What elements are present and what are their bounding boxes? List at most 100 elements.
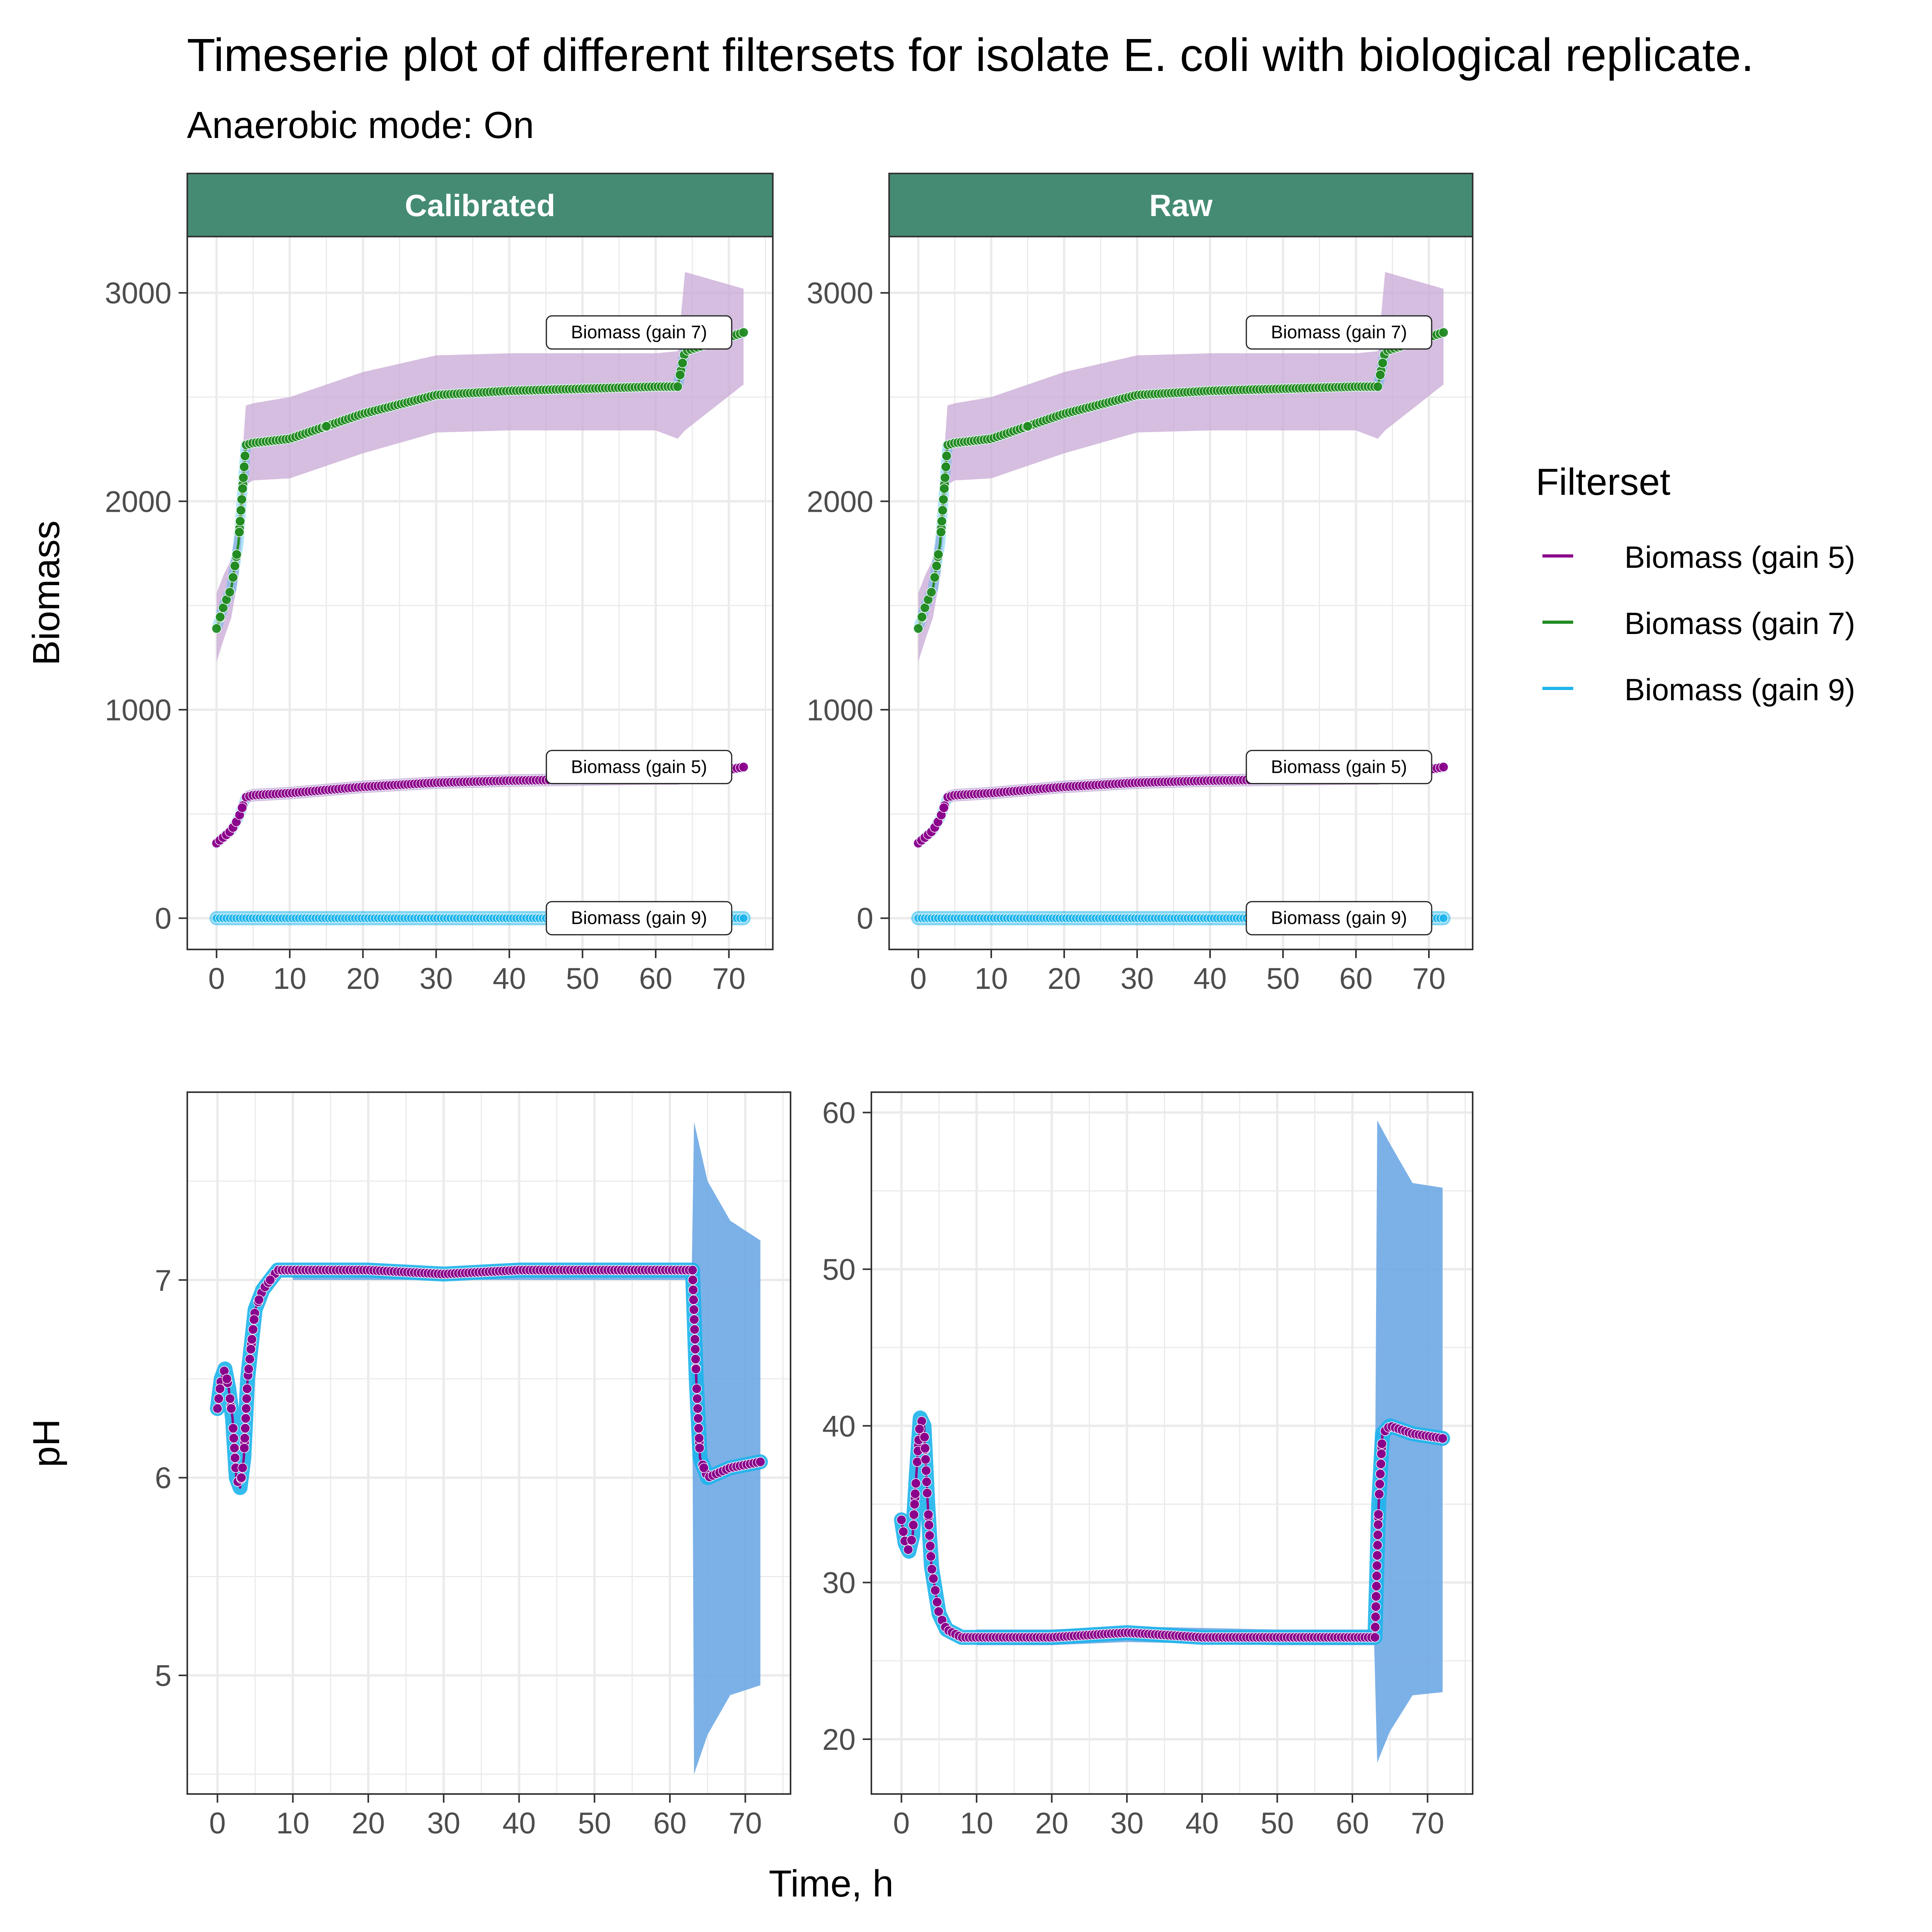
ci-band: [293, 1122, 761, 1774]
data-point: [917, 612, 927, 622]
end-label-text: Biomass (gain 7): [571, 322, 707, 342]
x-tick-label: 60: [639, 962, 673, 996]
end-label-text: Biomass (gain 7): [1271, 322, 1407, 342]
data-point: [231, 549, 242, 559]
x-tick-label: 10: [273, 962, 307, 996]
data-point: [739, 913, 748, 923]
series-biomass-gain-5-: Biomass (gain 5): [211, 750, 749, 849]
data-point: [687, 1265, 698, 1276]
data-point: [928, 1573, 939, 1584]
facet-strip-label: Calibrated: [405, 188, 555, 223]
y-tick-label: 40: [822, 1410, 856, 1443]
data-point: [237, 483, 248, 494]
end-label-text: Biomass (gain 9): [571, 908, 707, 928]
x-tick-label: 20: [1035, 1807, 1069, 1840]
data-point: [1376, 1449, 1387, 1459]
data-point: [911, 1478, 921, 1488]
data-point: [921, 1477, 932, 1487]
series-end-label: Biomass (gain 7): [1246, 315, 1432, 350]
end-label-box: [1246, 315, 1432, 350]
x-tick-label: 0: [910, 962, 927, 996]
data-point: [690, 1334, 700, 1345]
panel-border: [186, 1091, 791, 1795]
data-point: [898, 1526, 908, 1537]
series-end-label: Biomass (gain 7): [546, 315, 733, 350]
y-tick-label: 0: [857, 902, 873, 936]
x-tick-label: 20: [346, 962, 380, 996]
data-point: [1373, 1509, 1384, 1520]
data-point: [909, 1499, 920, 1509]
data-point: [692, 1393, 703, 1404]
legend: Filterset Biomass (gain 5) Biomass (gain…: [1536, 461, 1855, 707]
data-point: [1371, 1601, 1381, 1612]
x-tick-label: 40: [1185, 1807, 1219, 1840]
x-tick-label: 40: [1194, 962, 1227, 996]
end-label-text: Biomass (gain 9): [1271, 908, 1407, 928]
data-point: [1371, 1571, 1382, 1581]
x-tick-label: 30: [427, 1807, 461, 1840]
data-point: [677, 358, 688, 368]
data-point: [237, 494, 247, 505]
data-point: [1378, 358, 1388, 368]
facet-strip: [186, 173, 774, 237]
data-point: [249, 1314, 259, 1325]
x-tick-label: 0: [209, 1807, 226, 1840]
data-point: [1375, 1469, 1386, 1479]
end-label-box: [1246, 750, 1432, 784]
data-point: [225, 1393, 235, 1404]
ci-band: [216, 272, 744, 662]
data-point: [939, 483, 949, 494]
y-tick-label: 0: [155, 902, 172, 936]
x-tick-label: 50: [1261, 1807, 1294, 1840]
data-point: [692, 1403, 703, 1414]
data-point: [920, 1443, 930, 1453]
x-tick-label: 30: [1121, 962, 1154, 996]
end-label-text: Biomass (gain 5): [571, 756, 707, 777]
data-point: [243, 1364, 254, 1374]
data-point: [938, 494, 949, 505]
y-tick-label: 3000: [105, 277, 172, 310]
panel-ph-raw: 0 10 20 30 40 50 60 70 20 30 40 50 60: [822, 1091, 1473, 1840]
data-point: [1372, 1561, 1382, 1571]
data-point: [738, 327, 749, 338]
chart-subtitle: Anaerobic mode: On: [187, 104, 534, 146]
data-point: [914, 1424, 925, 1434]
data-point: [1377, 1438, 1387, 1449]
y-tick-label: 50: [822, 1253, 856, 1287]
x-tick-label: 40: [492, 962, 526, 996]
end-label-box: [1246, 901, 1432, 936]
x-tick-label: 70: [729, 1807, 762, 1840]
x-tick-label: 20: [1048, 962, 1081, 996]
data-point: [939, 802, 949, 813]
panel-biomass-raw: Biomass (gain 7) Biomass (gain 5) Biomass …: [807, 173, 1473, 996]
data-point: [924, 1520, 934, 1530]
data-point: [738, 762, 749, 772]
data-point: [1373, 1520, 1384, 1530]
data-point: [228, 1423, 239, 1434]
end-label-box: [546, 315, 733, 350]
data-point: [1370, 1632, 1380, 1643]
data-point: [229, 1433, 239, 1443]
data-point: [234, 527, 244, 537]
x-tick-label: 30: [1110, 1807, 1144, 1840]
data-point: [675, 369, 685, 380]
data-point: [941, 462, 951, 472]
data-point: [236, 505, 246, 516]
y-tick-label: 2000: [807, 485, 873, 518]
data-point: [241, 1403, 252, 1414]
data-point: [230, 1453, 240, 1463]
data-point: [690, 1344, 701, 1354]
data-point: [908, 1520, 919, 1530]
y-axis-title: Biomass: [25, 520, 67, 666]
x-tick-label: 10: [975, 962, 1008, 996]
y-tick-label: 6: [155, 1462, 172, 1495]
series-biomass-gain-7-: Biomass (gain 7): [913, 272, 1449, 662]
data-point: [1438, 1433, 1448, 1443]
legend-label-gain5: Biomass (gain 5): [1624, 540, 1855, 574]
data-point: [936, 516, 947, 526]
data-point: [229, 1443, 240, 1453]
data-point: [265, 1275, 276, 1285]
x-tick-label: 10: [960, 1807, 994, 1840]
data-point: [239, 462, 250, 472]
